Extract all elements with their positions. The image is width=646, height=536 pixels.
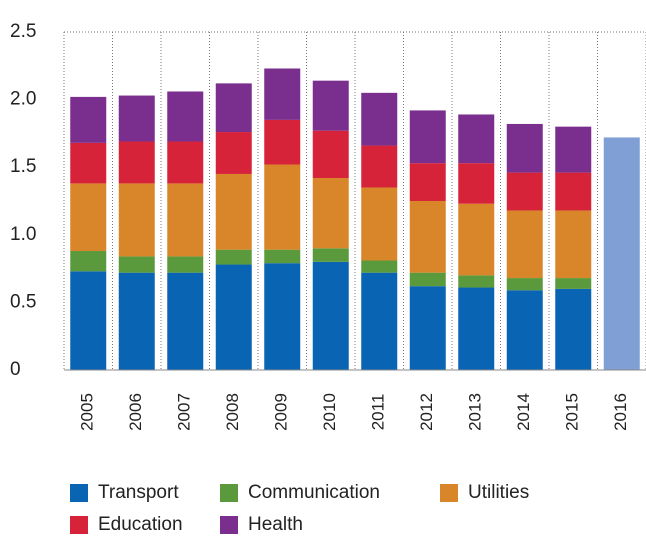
- bar-segment: [312, 130, 349, 179]
- bar-segment: [361, 260, 398, 273]
- bar-segment: [118, 141, 155, 184]
- bar-segment: [409, 272, 446, 287]
- y-tick-label: 0: [10, 359, 21, 380]
- bar-segment: [555, 278, 592, 289]
- bar-segment: [215, 132, 252, 174]
- bar-segment: [215, 249, 252, 265]
- bar-segment: [506, 172, 543, 211]
- bar-segment: [458, 114, 495, 164]
- bar-segment: [264, 249, 301, 264]
- bar-segment: [264, 164, 301, 250]
- bar-segment: [409, 286, 446, 370]
- bar-segment: [361, 187, 398, 261]
- legend-label: Health: [248, 514, 303, 535]
- bar-segment: [167, 183, 204, 257]
- bar-segment: [506, 278, 543, 291]
- x-tick-label: 2012: [417, 393, 436, 431]
- y-tick-label: 1.5: [10, 156, 36, 177]
- bar-segment: [312, 178, 349, 249]
- x-tick-label: 2009: [272, 393, 291, 431]
- bar-segment: [264, 119, 301, 165]
- x-tick-label: 2006: [126, 393, 145, 431]
- bar-segment: [167, 91, 204, 142]
- bar-segment: [118, 272, 155, 370]
- bar-segment: [361, 92, 398, 146]
- legend-label: Utilities: [468, 482, 529, 503]
- bar-segment: [312, 80, 349, 131]
- bar-segment: [312, 248, 349, 262]
- bar-segment: [312, 261, 349, 370]
- legend-swatch: [70, 484, 88, 502]
- bar-segment: [215, 173, 252, 250]
- bar-segment: [70, 251, 107, 272]
- legend-swatch: [220, 484, 238, 502]
- legend-label: Communication: [248, 482, 380, 503]
- bar-segment: [118, 256, 155, 273]
- legend-swatch: [440, 484, 458, 502]
- bar-segment: [458, 287, 495, 370]
- bar-segment: [215, 83, 252, 133]
- bar-segment: [555, 210, 592, 279]
- bar-segment: [458, 203, 495, 276]
- bar-segment: [264, 68, 301, 120]
- bar-segment: [555, 172, 592, 211]
- bar-segment: [167, 141, 204, 184]
- bar-segment: [70, 96, 107, 143]
- legend-swatch: [70, 516, 88, 534]
- bar-segment: [361, 272, 398, 370]
- bar-segment: [167, 256, 204, 273]
- bar-segment: [167, 272, 204, 370]
- bar-segment: [555, 126, 592, 173]
- x-tick-label: 2014: [514, 393, 533, 431]
- x-tick-label: 2005: [78, 393, 97, 431]
- bar-segment: [409, 163, 446, 201]
- bar-segment: [361, 145, 398, 188]
- bar-segment: [506, 210, 543, 279]
- y-tick-label: 1.0: [10, 224, 36, 245]
- x-tick-label: 2011: [369, 394, 388, 431]
- bar: [603, 137, 640, 370]
- x-tick-label: 2008: [223, 393, 242, 431]
- bar-segment: [118, 183, 155, 257]
- bar-segment: [458, 163, 495, 204]
- bar-segment: [264, 263, 301, 370]
- bar-segment: [506, 123, 543, 173]
- bar-segment: [409, 110, 446, 164]
- legend-label: Education: [98, 514, 183, 535]
- bar-segment: [458, 275, 495, 288]
- x-tick-label: 2013: [466, 393, 485, 431]
- bar-segment: [215, 264, 252, 370]
- x-tick-label: 2015: [563, 393, 582, 431]
- x-tick-label: 2016: [611, 393, 630, 431]
- bar-segment: [70, 271, 107, 370]
- bar-segment: [409, 201, 446, 273]
- bar-segment: [118, 95, 155, 142]
- legend-label: Transport: [98, 482, 179, 503]
- bar-segment: [555, 288, 592, 370]
- x-tick-label: 2007: [175, 393, 194, 431]
- bar-segment: [506, 290, 543, 370]
- y-tick-label: 2.0: [10, 89, 36, 110]
- bar-segment: [70, 142, 107, 184]
- x-tick-label: 2010: [320, 393, 339, 431]
- y-tick-label: 2.5: [10, 21, 36, 42]
- y-tick-label: 0.5: [10, 291, 36, 312]
- legend-swatch: [220, 516, 238, 534]
- bar-segment: [70, 183, 107, 252]
